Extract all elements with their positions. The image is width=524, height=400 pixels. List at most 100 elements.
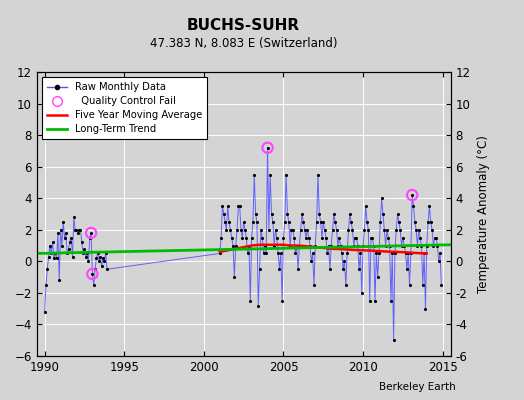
Point xyxy=(359,242,367,249)
Point xyxy=(351,234,359,241)
Point xyxy=(406,282,414,288)
Point xyxy=(389,337,398,344)
Point xyxy=(259,250,268,257)
Point xyxy=(266,171,275,178)
Point xyxy=(242,234,250,241)
Point xyxy=(346,211,354,217)
Point xyxy=(244,250,252,257)
Point xyxy=(386,242,394,249)
Point xyxy=(347,219,355,225)
Point xyxy=(342,282,350,288)
Point xyxy=(97,263,106,269)
Point xyxy=(217,234,225,241)
Point xyxy=(431,234,439,241)
Point xyxy=(245,242,253,249)
Point xyxy=(233,226,241,233)
Point xyxy=(280,219,289,225)
Point xyxy=(90,282,98,288)
Point xyxy=(316,219,325,225)
Point xyxy=(315,211,323,217)
Point xyxy=(437,282,445,288)
Point xyxy=(356,250,365,257)
Point xyxy=(279,234,288,241)
Point xyxy=(254,302,263,309)
Point xyxy=(220,211,228,217)
Point xyxy=(425,203,433,209)
Point xyxy=(414,226,423,233)
Point xyxy=(68,254,77,260)
Point xyxy=(297,226,305,233)
Point xyxy=(340,258,348,264)
Point xyxy=(422,242,431,249)
Point xyxy=(303,226,312,233)
Point xyxy=(253,219,261,225)
Point xyxy=(318,234,326,241)
Point xyxy=(286,242,294,249)
Point xyxy=(348,226,357,233)
Point xyxy=(60,234,69,241)
Point xyxy=(85,234,94,241)
Point xyxy=(379,211,387,217)
Point xyxy=(339,266,347,272)
Point xyxy=(274,250,282,257)
Point xyxy=(300,226,309,233)
Point xyxy=(238,234,246,241)
Text: BUCHS-SUHR: BUCHS-SUHR xyxy=(187,18,300,33)
Point xyxy=(235,203,244,209)
Point xyxy=(362,203,370,209)
Point xyxy=(366,298,374,304)
Point xyxy=(311,242,320,249)
Point xyxy=(87,230,95,236)
Point xyxy=(400,242,408,249)
Text: Berkeley Earth: Berkeley Earth xyxy=(379,382,456,392)
Point xyxy=(275,266,283,272)
Point xyxy=(226,226,235,233)
Point xyxy=(92,255,101,261)
Point xyxy=(377,195,386,202)
Point xyxy=(83,250,91,257)
Point xyxy=(367,234,375,241)
Point xyxy=(334,242,342,249)
Point xyxy=(324,242,333,249)
Point xyxy=(312,219,321,225)
Point xyxy=(278,298,286,304)
Point xyxy=(387,298,395,304)
Point xyxy=(412,226,420,233)
Point xyxy=(40,309,49,315)
Point xyxy=(82,254,90,260)
Point xyxy=(319,219,328,225)
Point xyxy=(402,266,411,272)
Point xyxy=(52,255,61,261)
Point xyxy=(99,255,107,261)
Point xyxy=(298,211,306,217)
Point xyxy=(258,234,266,241)
Point xyxy=(436,250,444,257)
Point xyxy=(277,250,285,257)
Point xyxy=(77,226,85,233)
Point xyxy=(88,271,96,277)
Point xyxy=(80,246,89,252)
Point xyxy=(302,234,310,241)
Point xyxy=(392,226,400,233)
Point xyxy=(357,290,366,296)
Point xyxy=(350,242,358,249)
Point xyxy=(433,242,442,249)
Point xyxy=(376,219,385,225)
Point xyxy=(424,219,432,225)
Point xyxy=(381,242,390,249)
Title: 47.383 N, 8.083 E (Switzerland): 47.383 N, 8.083 E (Switzerland) xyxy=(150,37,337,50)
Point xyxy=(420,250,428,257)
Point xyxy=(42,282,50,288)
Legend: Raw Monthly Data,   Quality Control Fail, Five Year Moving Average, Long-Term Tr: Raw Monthly Data, Quality Control Fail, … xyxy=(42,77,207,139)
Point xyxy=(96,254,105,260)
Point xyxy=(314,171,322,178)
Point xyxy=(330,211,338,217)
Point xyxy=(291,250,300,257)
Point xyxy=(45,254,53,260)
Y-axis label: Temperature Anomaly (°C): Temperature Anomaly (°C) xyxy=(477,135,490,293)
Point xyxy=(59,219,68,225)
Point xyxy=(332,226,341,233)
Point xyxy=(368,234,377,241)
Point xyxy=(401,250,410,257)
Point xyxy=(67,234,75,241)
